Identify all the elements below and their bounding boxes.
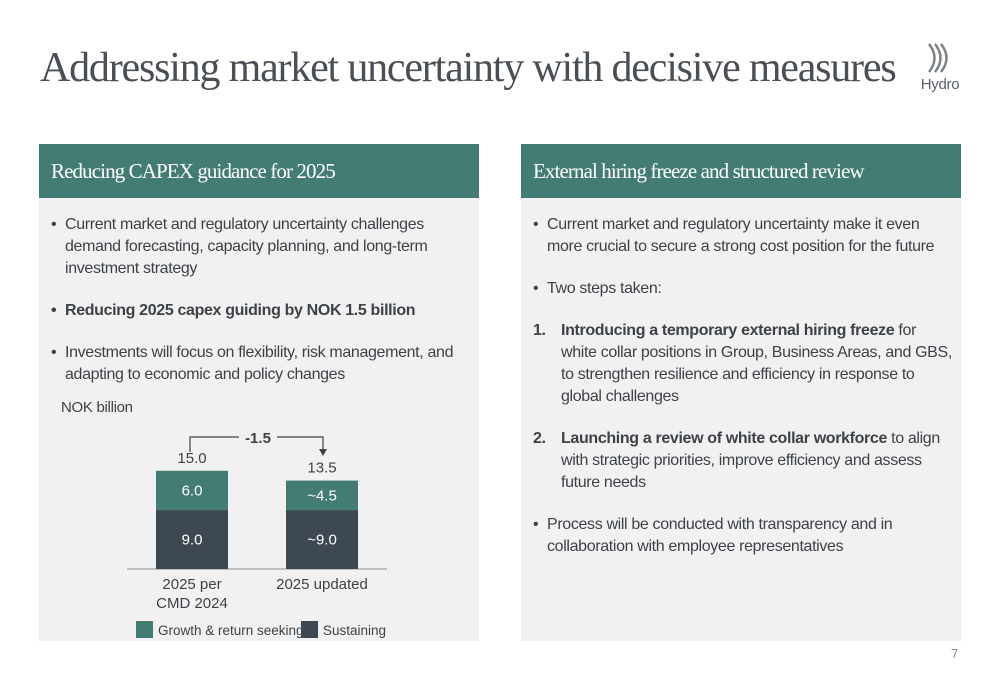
legend-label: Sustaining [323,623,386,638]
hiring-bullet: Current market and regulatory uncertaint… [533,214,955,258]
step-number: 2. [533,430,546,447]
bar-segment-sustaining [286,510,358,569]
change-label: -1.5 [245,430,271,447]
chart-unit-label: NOK billion [61,399,133,416]
capex-panel-header: Reducing CAPEX guidance for 2025 [39,144,479,198]
step-text: for white collar positions in Group, Bus… [561,322,952,405]
capex-bullet-highlight: Reducing 2025 capex guiding by NOK 1.5 b… [51,300,473,322]
capex-bar-chart: 9.0 6.0 15.0 2025 per CMD 2024 ~9.0 ~4.5 13.5 20… [127,427,387,638]
bar-total-label: 13.5 [307,460,336,477]
capex-chart: NOK billion 9.0 6.0 15.0 2025 per CMD 2024 ~9… [39,399,479,639]
bar-segment-label: 9.0 [182,532,203,549]
hiring-step-1: 1. Introducing a temporary external hirin… [533,320,955,408]
hiring-panel-header: External hiring freeze and structured re… [521,144,961,198]
capex-panel: Reducing CAPEX guidance for 2025 Current… [39,144,479,641]
hiring-bullet: Two steps taken: [533,278,955,300]
hiring-panel: External hiring freeze and structured re… [521,144,961,641]
change-arrow-icon [319,449,327,456]
bar-segment-label: ~9.0 [307,532,337,549]
hiring-bullet-list: Current market and regulatory uncertaint… [533,214,955,578]
capex-bullet: Investments will focus on flexibility, r… [51,342,473,386]
capex-bullet-list: Current market and regulatory uncertaint… [51,214,473,406]
step-text: to align with strategic priorities, impr… [561,430,940,491]
hiring-step-2: 2. Launching a review of white collar wor… [533,428,955,494]
category-label: 2025 per [162,576,221,593]
hydro-logo: Hydro [917,43,963,95]
legend-label: Growth & return seeking [158,623,304,638]
bar-segment-growth [286,480,358,511]
step-number: 1. [533,322,546,339]
step-title: Introducing a temporary external hiring … [561,322,895,339]
legend-swatch [301,621,318,638]
category-label: CMD 2024 [156,595,228,612]
bar-segment-growth [156,470,228,511]
slide-title: Addressing market uncertainty with decis… [40,45,897,91]
legend-swatch [136,621,153,638]
step-title: Launching a review of white collar workf… [561,430,888,447]
category-label: 2025 updated [276,576,368,593]
hydro-logo-text: Hydro [920,76,960,93]
hydro-logo-icon [928,43,948,73]
bar-segment-label: ~4.5 [307,487,337,504]
bar-segment-sustaining [156,510,228,569]
bar-segment-label: 6.0 [182,482,203,499]
change-label-bg [239,427,277,447]
bar-total-label: 15.0 [177,450,206,467]
hiring-bullet: Process will be conducted with transpare… [533,514,955,558]
capex-bullet: Current market and regulatory uncertaint… [51,214,473,280]
page-number: 7 [951,646,959,661]
